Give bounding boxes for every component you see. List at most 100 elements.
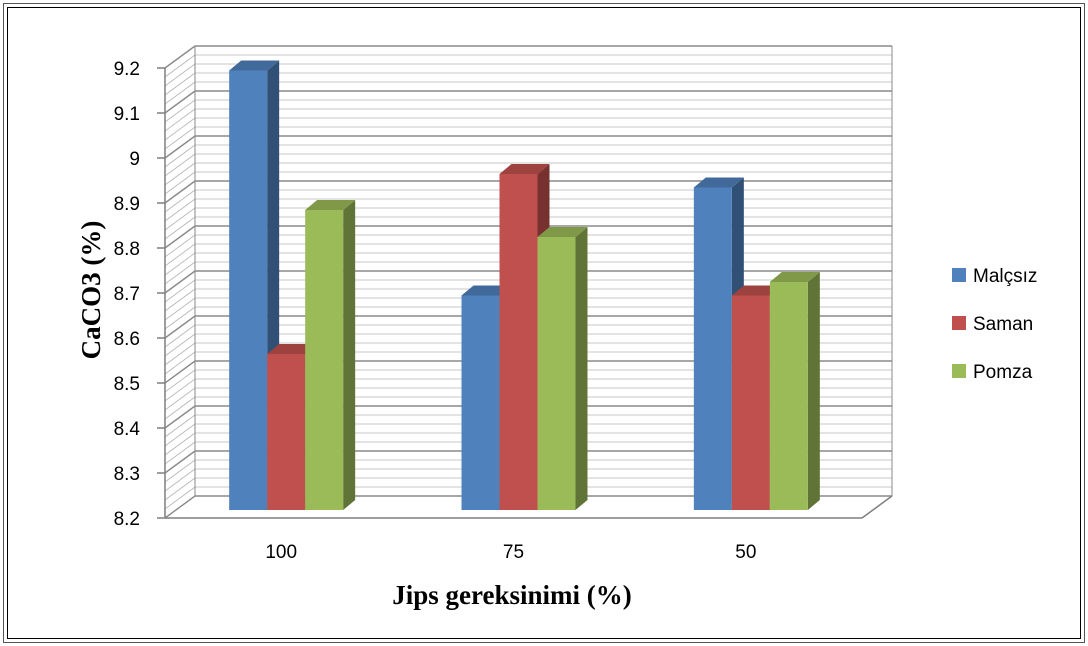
axes <box>157 67 893 519</box>
y-tick-label: 8.6 <box>114 329 140 350</box>
side-wall-gridline <box>164 99 196 123</box>
bar <box>537 237 576 510</box>
legend: Malçsız Saman Pomza <box>952 266 1037 383</box>
bar-top-face <box>731 285 782 296</box>
bar-top-face <box>769 272 820 282</box>
y-tick-label: 8.5 <box>114 374 140 395</box>
side-wall-gridline <box>164 369 196 393</box>
side-wall-gridline <box>164 207 196 231</box>
bar <box>461 295 500 510</box>
x-tick-labels: 100 75 50 <box>265 542 756 563</box>
y-tick-label: 8.3 <box>114 464 140 485</box>
side-wall-gridline <box>164 270 196 294</box>
side-wall-gridline <box>164 279 196 303</box>
side-wall-gridline <box>164 180 196 204</box>
side-wall-gridline <box>164 261 196 285</box>
side-wall-gridline <box>164 432 196 456</box>
bar-top-face <box>461 285 512 296</box>
side-wall-gridline <box>164 252 196 276</box>
y-tick-labels: 8.2 8.3 8.4 8.5 8.6 8.7 8.8 8.9 9 9.1 9.2 <box>114 59 141 530</box>
side-wall-gridline <box>164 459 196 483</box>
bar-top-face <box>499 164 550 174</box>
chart-outer-border <box>3 3 1085 643</box>
x-tick-label: 100 <box>265 542 297 563</box>
side-wall-gridline <box>164 144 196 168</box>
side-wall-gridline <box>164 81 196 105</box>
side-wall-gridline <box>164 297 196 321</box>
x-tick-label: 50 <box>735 542 756 563</box>
side-wall-gridline <box>164 162 196 186</box>
bar-top-face <box>693 177 744 188</box>
side-wall-gridline <box>164 135 196 159</box>
side-wall-gridline <box>164 405 196 429</box>
side-wall-gridline <box>164 360 196 384</box>
side-wall-gridline <box>164 117 196 141</box>
side-wall-gridline <box>164 495 196 519</box>
side-wall-gridline <box>164 486 196 510</box>
bar-side-face <box>343 200 356 510</box>
y-tick-label: 8.7 <box>114 284 140 305</box>
side-wall-gridline <box>164 126 196 150</box>
bar <box>499 174 538 510</box>
side-wall-gridline <box>164 477 196 501</box>
bar <box>769 282 808 510</box>
side-wall-gridline <box>164 90 196 114</box>
side-wall-gridline <box>164 198 196 222</box>
side-wall-gridline <box>164 342 196 366</box>
y-tick-label: 9.1 <box>114 104 140 125</box>
side-wall-gridline <box>164 315 196 339</box>
legend-label: Malçsız <box>973 266 1037 287</box>
side-wall-gridline <box>164 225 196 249</box>
y-tick-label: 9 <box>129 149 140 170</box>
y-tick-label: 8.9 <box>114 194 140 215</box>
bar <box>731 295 770 510</box>
bar-top-face <box>305 200 356 210</box>
side-wall-gridline <box>164 153 196 177</box>
legend-swatch <box>952 364 966 378</box>
side-wall-gridline <box>164 171 196 195</box>
floor-right-edge <box>861 495 893 519</box>
y-tick-label: 9.2 <box>114 59 140 80</box>
side-wall-gridline <box>164 378 196 402</box>
bar-top-face <box>267 344 318 354</box>
y-tick-label: 8.8 <box>114 239 140 260</box>
side-wall-gridline <box>164 306 196 330</box>
side-wall-gridline <box>164 414 196 438</box>
bars <box>229 60 820 510</box>
bar <box>267 354 306 510</box>
bar-top-face <box>537 227 588 237</box>
side-wall-gridline <box>164 423 196 447</box>
legend-swatch <box>952 316 966 330</box>
side-wall-gridline <box>164 387 196 411</box>
side-wall-gridline <box>164 54 196 78</box>
legend-label: Saman <box>973 314 1033 335</box>
legend-swatch <box>952 268 966 282</box>
bar <box>693 187 732 510</box>
y-axis-title: CaCO3 (%) <box>76 221 106 360</box>
side-wall-gridline <box>164 333 196 357</box>
side-wall-gridline <box>164 63 196 87</box>
side-wall-gridline <box>164 243 196 267</box>
side-wall-gridline <box>164 351 196 375</box>
side-wall-gridline <box>164 189 196 213</box>
side-wall-gridline <box>164 396 196 420</box>
bar <box>305 210 344 510</box>
y-tick-label: 8.4 <box>114 419 141 440</box>
legend-label: Pomza <box>973 362 1033 383</box>
side-wall-gridline <box>164 234 196 258</box>
side-wall-gridline <box>164 72 196 96</box>
side-wall-gridline <box>164 441 196 465</box>
side-wall-gridline <box>164 324 196 348</box>
side-wall-gridline <box>164 216 196 240</box>
bar <box>229 70 268 510</box>
side-wall-gridline <box>164 288 196 312</box>
bar-top-face <box>229 60 280 71</box>
side-wall-gridline <box>164 108 196 132</box>
x-tick-label: 75 <box>503 542 524 563</box>
bar-side-face <box>575 227 588 510</box>
bar-side-face <box>807 272 820 510</box>
side-wall-gridline <box>164 468 196 492</box>
x-axis-title: Jips gereksinimi (%) <box>392 580 632 610</box>
side-wall-gridline <box>164 45 196 69</box>
